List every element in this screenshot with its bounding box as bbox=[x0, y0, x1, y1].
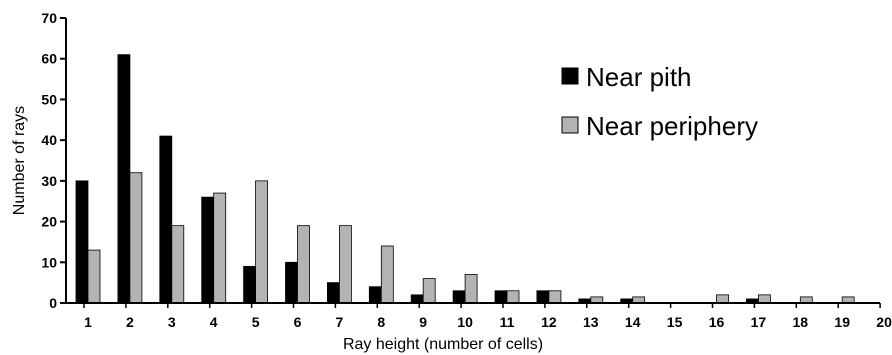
y-ticks: 0 10 20 30 40 50 60 70 bbox=[41, 10, 66, 311]
bar-near-periphery-9 bbox=[422, 278, 436, 304]
x-tick-label: 7 bbox=[336, 314, 344, 330]
bar-near-periphery-5 bbox=[255, 180, 269, 304]
y-tick-label: 40 bbox=[41, 132, 57, 148]
legend-swatch-near-periphery bbox=[561, 116, 579, 134]
x-tick-label: 14 bbox=[625, 314, 641, 330]
x-tick-label: 9 bbox=[419, 314, 427, 330]
legend-label-near-periphery: Near periphery bbox=[586, 111, 758, 141]
x-ticks: 1 2 3 4 5 6 7 8 9 10 11 12 13 14 15 16 17 18 19 20 bbox=[83, 303, 892, 330]
legend-label-near-pith: Near pith bbox=[586, 62, 692, 92]
bar-near-pith-1 bbox=[75, 180, 89, 304]
x-tick-label: 13 bbox=[583, 314, 599, 330]
bar-near-pith-3 bbox=[159, 135, 173, 304]
bar-near-periphery-7 bbox=[338, 225, 352, 304]
bar-near-pith-2 bbox=[117, 54, 131, 304]
bar-near-periphery-11 bbox=[506, 290, 520, 304]
x-tick-label: 10 bbox=[457, 314, 473, 330]
x-tick-label: 12 bbox=[541, 314, 557, 330]
y-tick-label: 50 bbox=[41, 91, 57, 107]
bar-near-periphery-3 bbox=[171, 225, 185, 304]
x-tick-label: 8 bbox=[377, 314, 385, 330]
bar-near-periphery-16 bbox=[716, 294, 729, 304]
bar-near-periphery-10 bbox=[464, 274, 478, 304]
x-tick-label: 18 bbox=[793, 314, 809, 330]
y-tick-label: 20 bbox=[41, 214, 57, 230]
x-tick-label: 1 bbox=[84, 314, 92, 330]
y-tick-label: 0 bbox=[49, 295, 57, 311]
y-tick-label: 60 bbox=[41, 51, 57, 67]
x-tick-label: 4 bbox=[210, 314, 218, 330]
bar-near-pith-12 bbox=[536, 290, 550, 304]
bar-near-pith-10 bbox=[452, 290, 466, 304]
x-tick-label: 16 bbox=[709, 314, 725, 330]
y-axis-title: Number of rays bbox=[11, 106, 28, 215]
bar-near-periphery-2 bbox=[129, 172, 143, 304]
y-tick-label: 30 bbox=[41, 173, 57, 189]
x-tick-label: 6 bbox=[294, 314, 302, 330]
bar-near-pith-9 bbox=[410, 294, 424, 304]
bar-near-pith-8 bbox=[368, 286, 382, 304]
y-tick-label: 10 bbox=[41, 254, 57, 270]
legend-swatch-near-pith bbox=[561, 67, 579, 85]
x-tick-label: 17 bbox=[751, 314, 767, 330]
bar-near-periphery-17 bbox=[758, 294, 771, 304]
bar-near-periphery-1 bbox=[87, 249, 101, 304]
bar-near-pith-5 bbox=[243, 265, 257, 304]
x-tick-label: 15 bbox=[667, 314, 683, 330]
bar-near-periphery-4 bbox=[213, 192, 227, 304]
bar-near-pith-4 bbox=[201, 196, 215, 304]
bar-near-periphery-6 bbox=[297, 225, 310, 304]
x-tick-label: 19 bbox=[834, 314, 850, 330]
y-tick-label: 70 bbox=[41, 10, 57, 26]
x-tick-label: 20 bbox=[876, 314, 892, 330]
x-tick-label: 2 bbox=[126, 314, 134, 330]
x-axis-title: Ray height (number of cells) bbox=[343, 336, 543, 353]
x-tick-label: 5 bbox=[252, 314, 260, 330]
bars-layer bbox=[75, 54, 855, 304]
bar-near-periphery-8 bbox=[380, 245, 394, 304]
bar-near-pith-11 bbox=[494, 290, 508, 304]
bar-near-pith-6 bbox=[285, 261, 298, 304]
bar-near-pith-7 bbox=[326, 282, 340, 304]
legend: Near pith Near periphery bbox=[561, 62, 758, 141]
x-tick-label: 11 bbox=[500, 314, 515, 330]
bar-near-periphery-12 bbox=[548, 290, 562, 304]
x-tick-label: 3 bbox=[168, 314, 176, 330]
